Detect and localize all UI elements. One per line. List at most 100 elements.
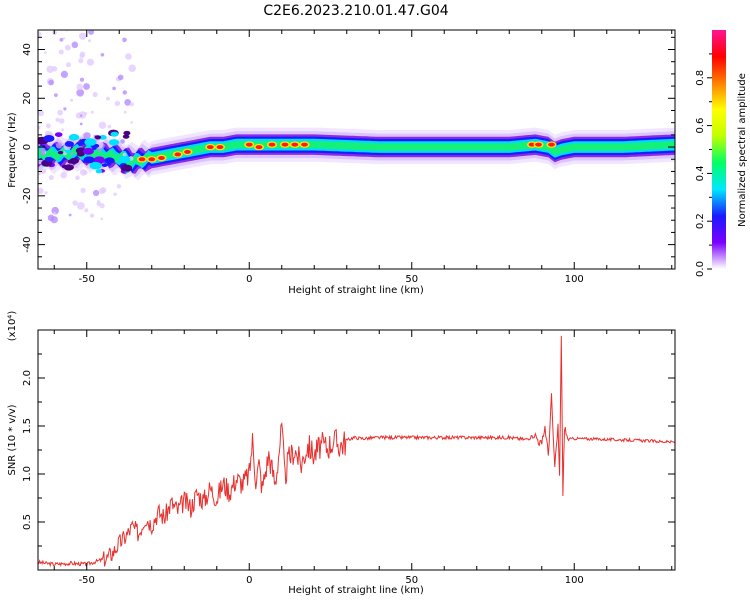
spectrogram-noise-blob — [80, 114, 83, 117]
snr-series-line — [38, 335, 675, 568]
spectrogram-noise-blob — [79, 169, 87, 176]
snr-ytick-label: 2.0 — [22, 370, 33, 386]
spectrogram-noise-core — [99, 135, 107, 140]
colorbar-tick-label: 0.0 — [695, 261, 706, 277]
spectrogram-noise-blob — [64, 44, 71, 51]
spectrogram-noise-blob — [78, 58, 84, 64]
spectrogram-noise-blob — [60, 171, 67, 179]
spectrogram-noise-blob — [61, 128, 65, 132]
spectrogram-noise-blob — [113, 192, 117, 196]
spectrogram-noise-blob — [51, 66, 58, 72]
spectrogram-noise-blob — [116, 184, 122, 189]
spectrogram-noise-core — [69, 157, 79, 164]
spectrogram-noise-blob — [72, 200, 78, 206]
spectrogram-noise-blob — [38, 187, 44, 194]
spectrogram-noise-blob — [70, 152, 74, 156]
spectrogram-noise-blob — [92, 91, 98, 98]
spectrogram-noise-core — [68, 134, 80, 141]
spectrogram-noise-blob — [38, 109, 45, 117]
spectrogram-peak — [158, 156, 165, 160]
snr-xlabel: Height of straight line (km) — [288, 585, 424, 596]
spectrogram-noise-blob — [90, 110, 94, 114]
spectrogram-noise-core — [43, 135, 55, 142]
spectrogram-noise-blob — [75, 175, 80, 181]
spectrogram-noise-blob — [97, 199, 100, 203]
snr-ticks: -50 0 50 100 0.5 1.0 1.5 2.0 — [22, 330, 675, 586]
snr-ytick-label: 1.5 — [22, 418, 33, 434]
spectrogram-noise-blob — [86, 58, 94, 66]
spectrogram-noise-blob — [58, 49, 64, 55]
snr-ylabel: SNR (10 * v/v) — [7, 404, 18, 475]
spectrogram-noise-blob — [79, 77, 85, 82]
spectrogram-noise-blob — [128, 64, 136, 73]
spectrogram-noise-core — [84, 138, 97, 146]
spectrogram-noise-core — [65, 149, 71, 154]
spectrogram-noise-core — [94, 135, 102, 140]
spectrogram-ytick-label: 0 — [22, 144, 33, 150]
spectrogram-noise-core — [120, 164, 133, 172]
spectrogram-noise-blob — [93, 189, 100, 197]
spectrogram-ylabel: Frequency (Hz) — [7, 112, 18, 188]
spectrogram-noise-blob — [112, 86, 116, 91]
spectrogram-peak — [216, 145, 224, 150]
spectrogram-noise-core — [44, 156, 54, 162]
snr-yunit-label: (x10⁴) — [7, 311, 18, 342]
spectrogram-frame — [37, 29, 676, 270]
spectrogram-noise-core — [83, 156, 95, 164]
spectrogram-peak — [535, 142, 542, 147]
spectrogram-noise-core — [101, 163, 108, 167]
spectrogram-noise-core — [122, 134, 130, 139]
spectrogram-noise-blob — [90, 213, 95, 218]
spectrogram-noise-blob — [88, 39, 91, 43]
spectrogram-peak — [291, 142, 299, 147]
spectrogram-noise-core — [118, 155, 131, 164]
spectrogram-noise-blob — [120, 139, 125, 144]
spectrogram-noise-core — [61, 164, 68, 169]
spectrogram-noise-blob — [55, 142, 63, 149]
spectrogram-noise-blob — [107, 124, 112, 129]
spectrogram-noise-blob — [83, 132, 91, 140]
spectrogram-noise-blob — [40, 151, 46, 156]
spectrogram-noise-blob — [70, 98, 74, 102]
colorbar-ticks: 0.0 0.2 0.4 0.6 0.8 — [695, 53, 712, 277]
spectrogram-noise-blob — [40, 147, 46, 153]
spectrogram-noise-blob — [46, 123, 51, 129]
spectrogram-noise-blob — [123, 110, 127, 114]
spectrogram-ytick-label: 40 — [22, 43, 33, 56]
snr-xtick-label: -50 — [79, 575, 95, 586]
spectrogram-peak — [528, 142, 536, 147]
spectrogram-noise-blob — [88, 30, 95, 35]
snr-ytick-label: 0.5 — [22, 514, 33, 530]
spectrogram-noise-core — [95, 169, 103, 174]
spectrogram-noise-blob — [66, 62, 71, 68]
spectrogram-ytick-label: -20 — [22, 188, 33, 204]
spectrogram-noise-blob — [47, 214, 55, 222]
snr-xtick-label: 100 — [565, 575, 584, 586]
spectrogram-peak — [245, 142, 253, 147]
spectrogram-band — [38, 141, 675, 167]
snr-frame — [37, 329, 676, 571]
spectrogram-noise-blob — [98, 121, 107, 129]
spectrogram-noise-blob — [79, 53, 85, 59]
spectrogram-noise-blob — [129, 102, 134, 107]
spectrogram-peak — [174, 152, 182, 157]
spectrogram-noise-blob — [78, 111, 87, 119]
spectrogram-peak — [281, 142, 289, 147]
spectrogram-peak — [148, 157, 156, 162]
spectrogram-noise-blob — [38, 31, 42, 37]
spectrogram-noise-blob — [40, 168, 47, 174]
spectrogram-noise-blob — [97, 147, 102, 152]
spectrogram-noise-blob — [76, 88, 85, 97]
spectrogram-noise-blob — [96, 201, 102, 207]
spectrogram-noise-blob — [76, 83, 84, 91]
spectrogram-noise-blob — [125, 53, 132, 60]
colorbar-tick-label: 0.4 — [695, 165, 706, 181]
spectrogram-noise-blob — [38, 172, 41, 176]
colorbar-gradient — [712, 30, 726, 269]
spectrogram-xtick-label: -50 — [79, 274, 95, 285]
spectrogram-noise-blob — [99, 187, 106, 194]
spectrogram-xlabel: Height of straight line (km) — [288, 285, 424, 296]
spectrogram-noise-blob — [59, 37, 64, 42]
spectrogram-panel: -50 0 50 100 -40 -20 0 20 40 Height of straight … — [7, 29, 676, 296]
